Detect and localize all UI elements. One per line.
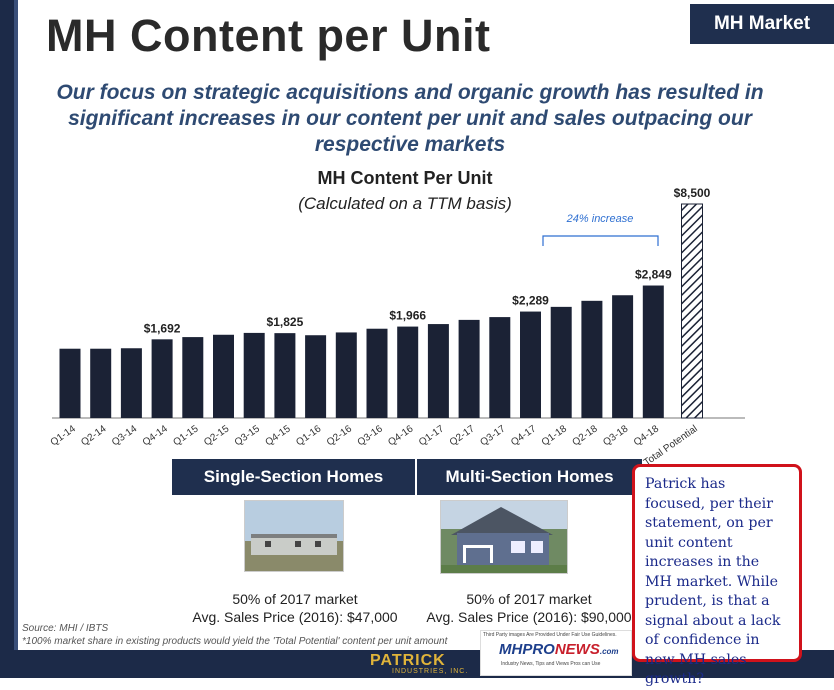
bar-q2-14 bbox=[90, 348, 112, 418]
bar-q2-15 bbox=[213, 334, 234, 418]
slide-title: MH Content per Unit bbox=[46, 10, 491, 61]
mhpronews-logo-a: MHPRO bbox=[499, 641, 555, 658]
mhpronews-tagline: Industry News, Tips and Views Pros can U… bbox=[501, 661, 601, 667]
tick-label-q3-18: Q3-18 bbox=[601, 423, 630, 448]
bar-q3-14 bbox=[120, 348, 142, 418]
source-note: Source: MHI / IBTS bbox=[22, 623, 109, 634]
commentary-callout: Patrick has focused, per their statement… bbox=[632, 464, 802, 687]
mhpronews-watermark: Third Party images Are Provided Under Fa… bbox=[480, 630, 632, 676]
tick-label-q1-18: Q1-18 bbox=[540, 423, 569, 448]
tick-label-q1-15: Q1-15 bbox=[171, 423, 200, 448]
data-label-total-potential: $8,500 bbox=[674, 186, 711, 200]
mhpronews-logo-c: .com bbox=[599, 647, 619, 656]
tick-label-q1-16: Q1-16 bbox=[294, 423, 323, 448]
tick-label-q2-16: Q2-16 bbox=[325, 423, 354, 448]
bar-q4-14 bbox=[151, 339, 173, 418]
left-stripe bbox=[0, 0, 14, 678]
mhpronews-logo-b: NEWS bbox=[554, 641, 600, 658]
single-section-share: 50% of 2017 market bbox=[232, 591, 358, 607]
bar-q3-17 bbox=[489, 317, 511, 418]
tick-label-q2-17: Q2-17 bbox=[448, 423, 477, 448]
bar-q2-18 bbox=[581, 300, 603, 418]
increase-annotation: 24% increase bbox=[566, 213, 634, 225]
data-label-q4-16: $1,966 bbox=[389, 309, 426, 323]
slide-subtitle: Our focus on strategic acquisitions and … bbox=[56, 81, 764, 156]
bar-q3-15 bbox=[243, 332, 265, 418]
data-label-q4-15: $1,825 bbox=[267, 315, 304, 329]
multi-section-home-image bbox=[440, 500, 568, 574]
tick-label-q4-14: Q4-14 bbox=[141, 423, 170, 448]
tick-label-q3-14: Q3-14 bbox=[110, 423, 139, 448]
bar-q3-16 bbox=[366, 328, 388, 418]
multi-section-price: Avg. Sales Price (2016): $90,000 bbox=[426, 609, 632, 625]
tick-label-q3-16: Q3-16 bbox=[356, 423, 385, 448]
bar-q3-18 bbox=[612, 295, 634, 418]
data-label-q4-18: $2,849 bbox=[635, 268, 672, 282]
data-label-q4-14: $1,692 bbox=[144, 321, 181, 335]
bar-q1-16 bbox=[305, 335, 327, 418]
potential-note: *100% market share in existing products … bbox=[22, 636, 448, 647]
bar-q2-17 bbox=[458, 319, 480, 418]
tick-label-q3-15: Q3-15 bbox=[233, 423, 262, 448]
footnotes: Source: MHI / IBTS *100% market share in… bbox=[22, 622, 447, 648]
multi-section-band: Multi-Section Homes bbox=[417, 459, 642, 495]
single-section-band: Single-Section Homes bbox=[172, 459, 415, 495]
bar-q1-17 bbox=[427, 324, 449, 418]
patrick-logo-sub: INDUSTRIES, INC. bbox=[392, 668, 469, 675]
tick-label-q2-14: Q2-14 bbox=[79, 423, 108, 448]
chart-subtitle: (Calculated on a TTM basis) bbox=[298, 194, 512, 213]
fair-use-note: Third Party images Are Provided Under Fa… bbox=[483, 632, 617, 638]
tick-label-q1-17: Q1-17 bbox=[417, 423, 446, 448]
bar-chart: $1,692 $1,825 $1,966 $2,289 $2,849 $8,500 Q1-… bbox=[49, 186, 745, 468]
bar-total-potential bbox=[681, 203, 703, 419]
tick-label-q3-17: Q3-17 bbox=[478, 423, 507, 448]
section-tag: MH Market bbox=[690, 4, 834, 44]
data-label-q4-17: $2,289 bbox=[512, 294, 549, 308]
mhpronews-logo: MHPRONEWS.com bbox=[499, 641, 619, 658]
increase-bracket bbox=[542, 235, 659, 246]
patrick-logo: PATRICK bbox=[370, 652, 446, 669]
tick-label-q4-16: Q4-16 bbox=[386, 423, 415, 448]
bar-q4-16 bbox=[397, 326, 419, 418]
tick-label-q4-18: Q4-18 bbox=[632, 423, 661, 448]
tick-label-q4-17: Q4-17 bbox=[509, 423, 538, 448]
tick-label-q2-15: Q2-15 bbox=[202, 423, 231, 448]
tick-label-q2-18: Q2-18 bbox=[571, 423, 600, 448]
bar-q4-15 bbox=[274, 333, 296, 418]
tick-label-q1-14: Q1-14 bbox=[49, 423, 78, 448]
bar-q1-15 bbox=[182, 337, 204, 418]
left-stripe-accent bbox=[14, 0, 18, 678]
bar-q2-16 bbox=[335, 332, 357, 418]
chart-title: MH Content Per Unit bbox=[317, 168, 493, 188]
bar-q1-18 bbox=[550, 306, 572, 418]
single-section-home-image bbox=[244, 500, 344, 572]
multi-section-share: 50% of 2017 market bbox=[466, 591, 592, 607]
tick-label-q4-15: Q4-15 bbox=[264, 423, 293, 448]
bar-q4-17 bbox=[520, 311, 541, 418]
single-section-price: Avg. Sales Price (2016): $47,000 bbox=[192, 609, 398, 625]
bar-q1-14 bbox=[59, 348, 81, 418]
bar-q4-18 bbox=[642, 285, 664, 418]
